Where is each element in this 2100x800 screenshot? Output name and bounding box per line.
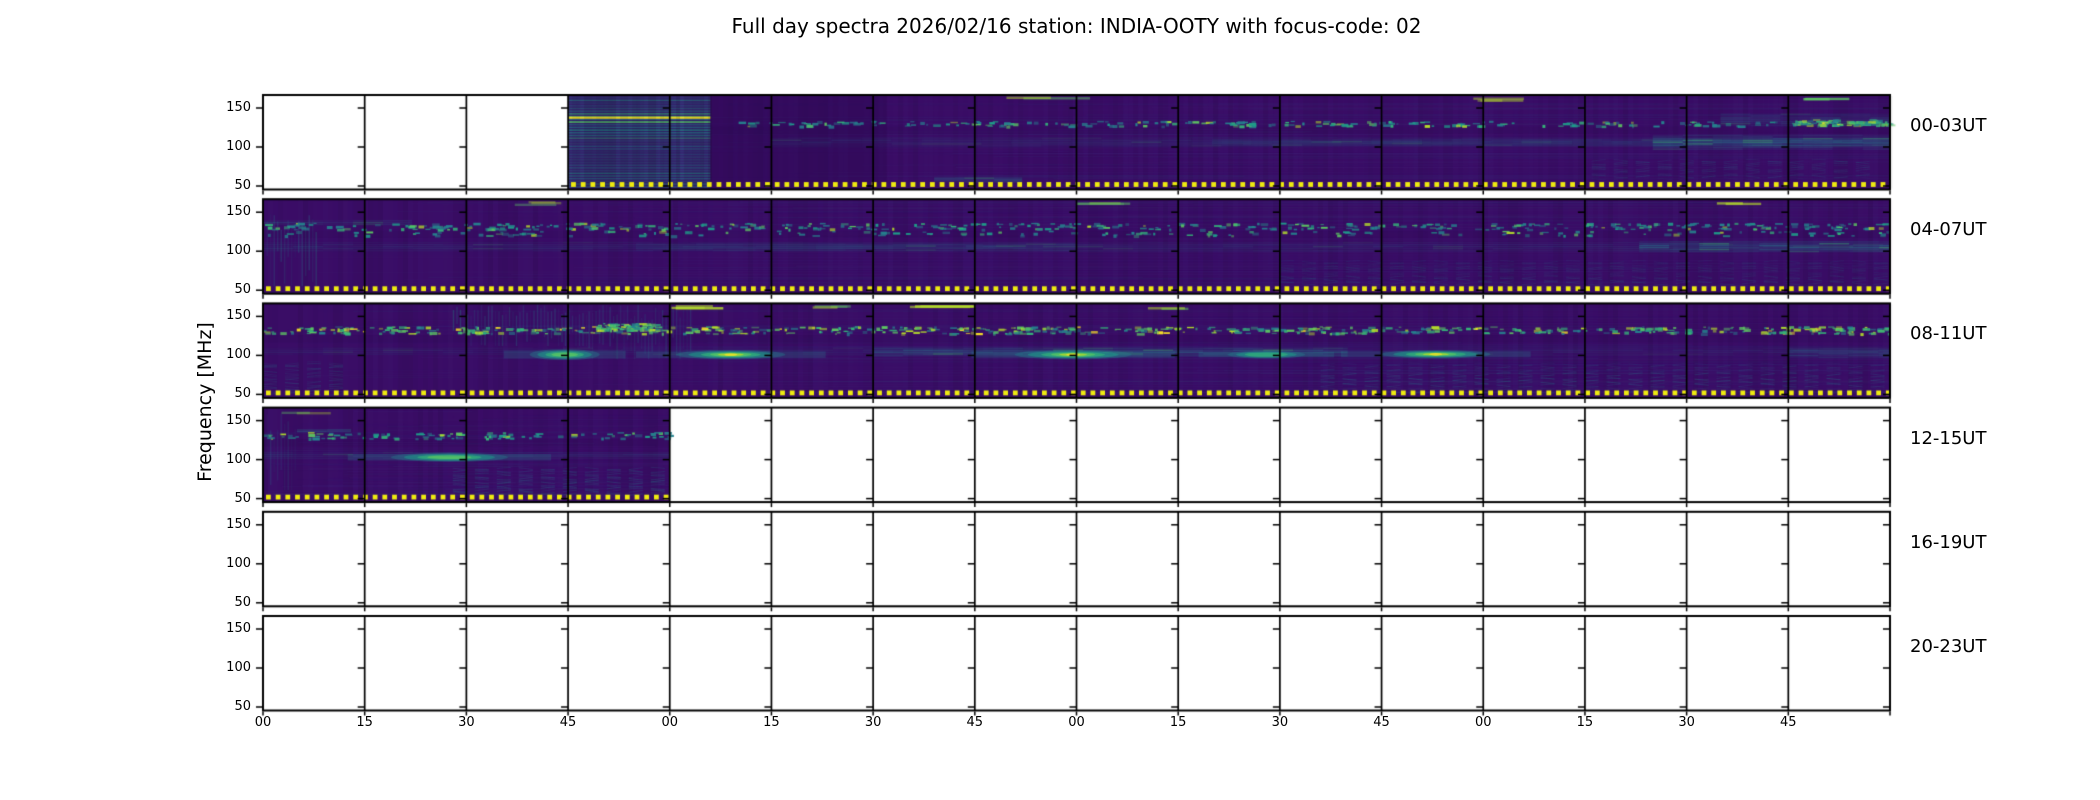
chart-title: Full day spectra 2026/02/16 station: IND… bbox=[731, 14, 1422, 38]
y-axis-label: Frequency [MHz] bbox=[194, 322, 216, 482]
